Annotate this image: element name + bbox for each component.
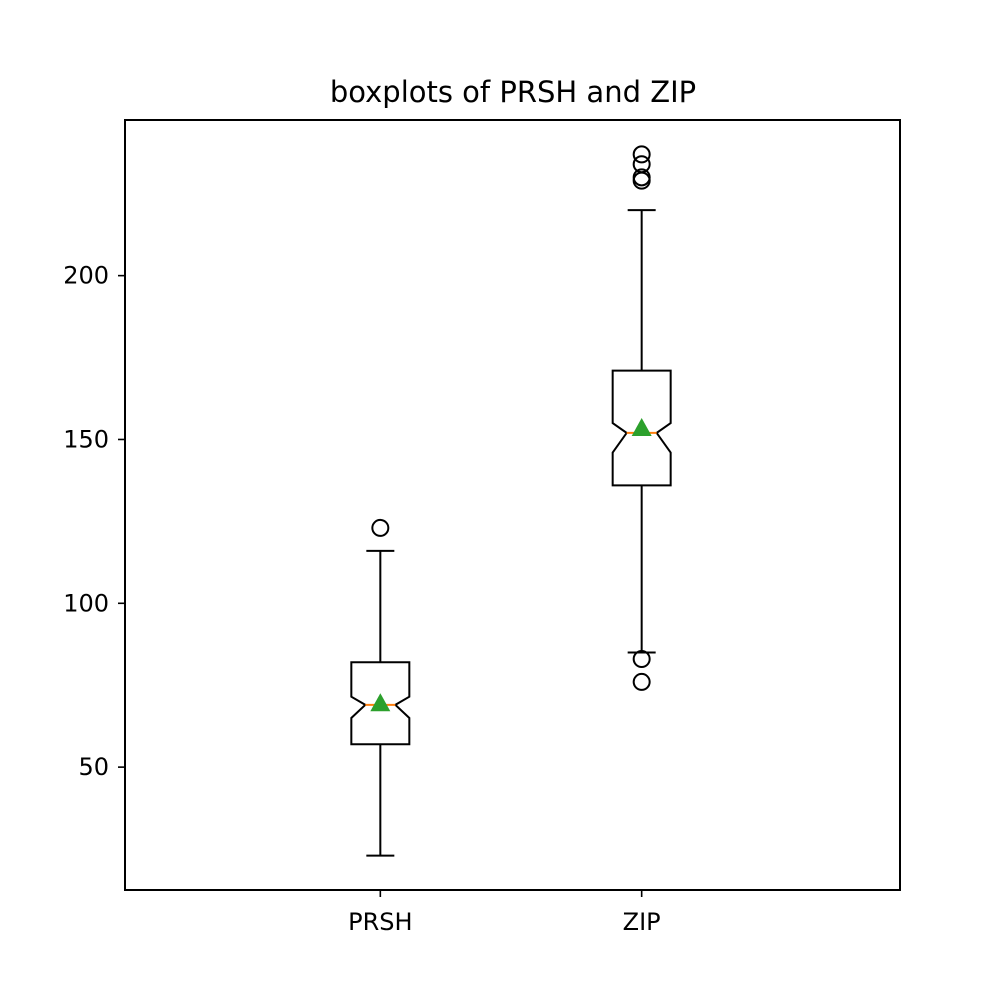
chart-title: boxplots of PRSH and ZIP — [330, 75, 696, 109]
outlier-point — [632, 145, 651, 164]
x-tick-label: ZIP — [623, 908, 661, 936]
box-prsh — [350, 518, 411, 857]
y-axis: 50 100 150 200 — [63, 262, 125, 781]
y-tick-label: 100 — [63, 589, 109, 617]
y-tick-label: 200 — [63, 262, 109, 290]
mean-marker — [370, 693, 391, 712]
mean-marker — [631, 418, 652, 436]
x-axis: PRSH ZIP — [348, 890, 661, 936]
plot-frame — [124, 119, 901, 891]
box-zip — [611, 145, 672, 691]
y-tick-label: 50 — [78, 753, 109, 781]
outlier-point — [632, 672, 651, 691]
boxes-group — [350, 145, 672, 857]
x-tick-label: PRSH — [348, 908, 412, 936]
outlier-point — [632, 168, 651, 187]
outlier-point — [632, 650, 651, 668]
outlier-point — [371, 518, 390, 537]
y-tick-label: 150 — [63, 425, 109, 453]
outlier-point — [632, 155, 651, 174]
